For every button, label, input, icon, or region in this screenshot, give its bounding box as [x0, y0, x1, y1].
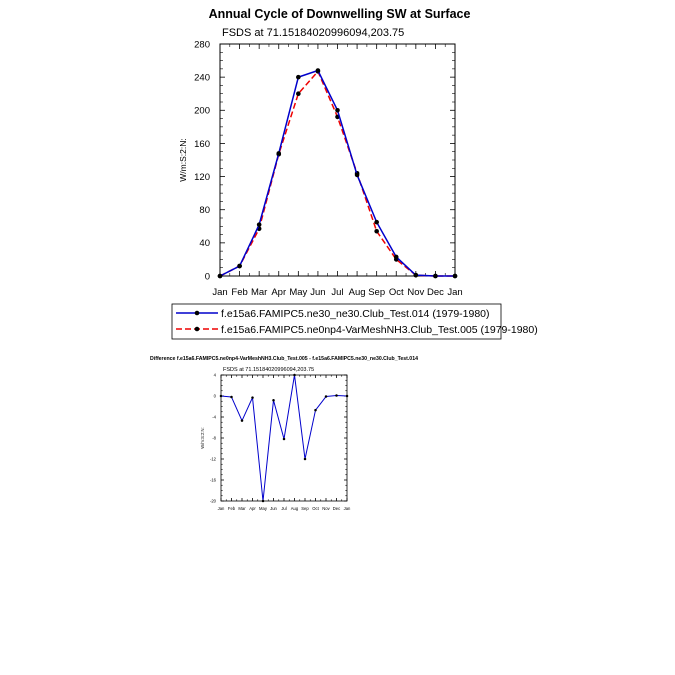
- y-axis-label: W/m:S:2:N:: [178, 138, 188, 181]
- legend-entry-1: f.e15a6.FAMIPC5.ne0np4-VarMeshNH3.Club_T…: [221, 324, 538, 336]
- chart-subtitle: FSDS at 71.15184020996094,203.75: [223, 367, 314, 373]
- x-tick-label: Feb: [231, 287, 247, 298]
- plot-frame: [219, 43, 456, 277]
- data-point: [393, 254, 399, 260]
- y-tick-label: -16: [210, 477, 217, 482]
- chart-title: Annual Cycle of Downwelling SW at Surfac…: [209, 7, 471, 21]
- x-tick-label: Jan: [447, 287, 462, 298]
- data-point: [413, 272, 419, 278]
- data-point: [296, 91, 301, 97]
- x-tick-label: Nov: [407, 287, 424, 298]
- x-tick-label: Sep: [301, 506, 309, 511]
- y-tick-label: -8: [212, 435, 216, 440]
- data-point: [256, 222, 262, 227]
- y-axis-label: W/m:S:2:N:: [200, 427, 205, 448]
- x-tick-label: Jun: [270, 506, 277, 511]
- data-point: [237, 263, 242, 269]
- chart-title: Difference f.e15a6.FAMIPC5.ne0np4-VarMes…: [150, 356, 418, 362]
- x-tick-label: Aug: [349, 287, 366, 298]
- y-tick-label: -4: [212, 414, 216, 419]
- data-point: [240, 419, 244, 422]
- y-tick-label: -20: [210, 498, 217, 503]
- data-point: [335, 394, 338, 397]
- data-point: [335, 107, 340, 113]
- x-tick-label: Jan: [212, 287, 227, 298]
- data-point: [272, 398, 275, 402]
- x-tick-label: Sep: [368, 287, 385, 298]
- x-tick-label: Feb: [228, 506, 236, 511]
- y-tick-label: 80: [199, 205, 210, 216]
- data-point: [433, 273, 438, 279]
- x-tick-label: Jul: [331, 287, 343, 298]
- x-tick-label: Dec: [333, 506, 340, 511]
- x-tick-label: Aug: [291, 506, 299, 511]
- data-point: [374, 228, 379, 234]
- x-tick-label: Mar: [251, 287, 267, 298]
- series-line-1: [219, 70, 455, 277]
- data-point: [251, 396, 254, 399]
- y-tick-label: 4: [214, 372, 217, 377]
- data-point: [452, 273, 458, 279]
- data-point: [282, 437, 286, 441]
- chart-subtitle: FSDS at 71.15184020996094,203.75: [222, 27, 404, 39]
- x-tick-label: Nov: [322, 506, 330, 511]
- data-point: [324, 395, 328, 398]
- x-tick-label: Jul: [281, 506, 286, 511]
- y-tick-label: 0: [205, 271, 210, 282]
- x-tick-label: May: [259, 506, 268, 511]
- data-point: [296, 74, 301, 80]
- x-tick-label: Jan: [218, 506, 225, 511]
- y-tick-label: -12: [210, 456, 217, 461]
- x-tick-label: Apr: [271, 287, 286, 298]
- data-point: [261, 499, 265, 503]
- data-point: [219, 394, 223, 398]
- series-line-0: [219, 69, 455, 277]
- x-tick-label: Apr: [249, 506, 256, 511]
- x-tick-label: May: [289, 287, 307, 298]
- data-point: [293, 373, 296, 377]
- x-tick-label: Jun: [310, 287, 325, 298]
- data-point: [315, 68, 321, 73]
- y-tick-label: 0: [214, 393, 217, 398]
- data-point: [354, 172, 360, 178]
- data-point: [276, 151, 282, 156]
- legend-entry-0: f.e15a6.FAMIPC5.ne30_ne30.Club_Test.014 …: [221, 308, 490, 320]
- data-point: [314, 408, 317, 412]
- legend-marker-1: [194, 326, 200, 332]
- y-tick-label: 280: [194, 39, 210, 50]
- x-tick-label: Mar: [238, 506, 246, 511]
- y-tick-label: 160: [194, 139, 210, 150]
- y-tick-label: 40: [199, 238, 210, 249]
- data-point: [217, 273, 223, 279]
- y-tick-label: 240: [194, 72, 210, 83]
- y-tick-label: 120: [194, 172, 210, 183]
- legend-marker-0: [194, 310, 200, 316]
- data-point: [374, 219, 379, 225]
- x-tick-label: Dec: [427, 287, 444, 298]
- x-tick-label: Oct: [312, 506, 319, 511]
- y-tick-label: 200: [194, 106, 210, 117]
- data-point: [345, 394, 349, 398]
- legend-box: [171, 303, 502, 340]
- data-point: [303, 457, 307, 461]
- x-tick-label: Jan: [344, 506, 351, 511]
- x-tick-label: Oct: [389, 287, 404, 298]
- data-point: [230, 395, 233, 399]
